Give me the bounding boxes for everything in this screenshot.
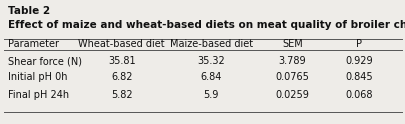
Text: 3.789: 3.789	[278, 56, 305, 66]
Text: 0.068: 0.068	[345, 90, 372, 100]
Text: Final pH 24h: Final pH 24h	[8, 90, 69, 100]
Text: 0.0259: 0.0259	[275, 90, 309, 100]
Text: Initial pH 0h: Initial pH 0h	[8, 73, 68, 82]
Text: SEM: SEM	[281, 39, 302, 49]
Text: Wheat-based diet: Wheat-based diet	[78, 39, 165, 49]
Text: Table 2: Table 2	[8, 6, 50, 16]
Text: 0.929: 0.929	[345, 56, 372, 66]
Text: 0.845: 0.845	[345, 73, 372, 82]
Text: 5.82: 5.82	[111, 90, 132, 100]
Text: 5.9: 5.9	[203, 90, 218, 100]
Text: Effect of maize and wheat-based diets on meat quality of broiler chickens: Effect of maize and wheat-based diets on…	[8, 20, 405, 30]
Text: 6.84: 6.84	[200, 73, 221, 82]
Text: 6.82: 6.82	[111, 73, 132, 82]
Text: Maize-based diet: Maize-based diet	[169, 39, 252, 49]
Text: P: P	[356, 39, 361, 49]
Text: Shear force (N): Shear force (N)	[8, 56, 82, 66]
Text: 35.81: 35.81	[108, 56, 135, 66]
Text: 35.32: 35.32	[197, 56, 224, 66]
Text: Parameter: Parameter	[8, 39, 59, 49]
Text: 0.0765: 0.0765	[275, 73, 309, 82]
